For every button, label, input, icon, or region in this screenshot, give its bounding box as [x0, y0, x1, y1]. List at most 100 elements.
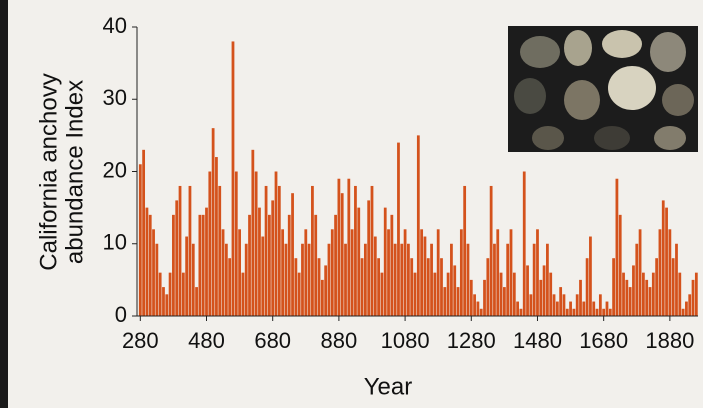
bar — [271, 200, 275, 316]
bar — [218, 185, 222, 316]
bar — [251, 149, 255, 316]
bar — [641, 272, 645, 316]
bar — [456, 287, 460, 316]
bar — [360, 258, 364, 316]
bar — [228, 258, 232, 316]
bar — [605, 301, 609, 316]
bar — [516, 301, 520, 316]
bar — [668, 229, 672, 316]
bar — [208, 171, 212, 316]
x-tick-label: 280 — [122, 328, 159, 353]
y-tick-label: 20 — [103, 157, 127, 182]
bar — [450, 243, 453, 316]
bar — [539, 279, 543, 316]
x-tick-label: 480 — [188, 328, 225, 353]
bar — [632, 265, 635, 316]
bar — [635, 243, 639, 316]
bar — [685, 301, 688, 316]
x-tick-label: 1880 — [645, 328, 694, 353]
bar — [612, 258, 615, 316]
bar — [307, 243, 311, 316]
bar — [645, 279, 649, 316]
bar — [304, 229, 308, 316]
bar — [191, 243, 195, 316]
bar — [499, 272, 503, 316]
bar — [694, 272, 698, 316]
bar — [211, 128, 215, 316]
bar — [589, 236, 592, 316]
bar — [387, 229, 390, 316]
bar — [344, 243, 347, 316]
bar — [420, 229, 424, 316]
bar — [618, 214, 622, 316]
bar — [274, 171, 278, 316]
bar — [175, 200, 179, 316]
bar — [502, 287, 506, 316]
bar — [224, 243, 228, 316]
bar — [678, 272, 682, 316]
x-tick-label: 1280 — [447, 328, 496, 353]
bar — [529, 294, 533, 316]
bar — [238, 229, 241, 316]
bar — [397, 142, 400, 316]
bar — [608, 308, 612, 316]
bar — [622, 272, 625, 316]
x-tick-label: 1680 — [579, 328, 628, 353]
bar — [572, 308, 576, 316]
bar — [486, 258, 490, 316]
bar — [453, 265, 457, 316]
bar — [400, 243, 404, 316]
bar — [473, 294, 476, 316]
bar — [532, 243, 536, 316]
bar — [565, 308, 569, 316]
bar — [138, 164, 142, 316]
bar — [625, 279, 629, 316]
bar — [585, 258, 589, 316]
bar — [665, 207, 668, 316]
bar — [234, 171, 238, 316]
bar — [555, 301, 559, 316]
x-axis-label: Year — [364, 373, 413, 400]
bar — [370, 185, 374, 316]
bar — [281, 229, 285, 316]
bar — [142, 149, 146, 316]
bar — [334, 214, 337, 316]
bar — [337, 178, 341, 316]
bar — [185, 236, 189, 316]
bar — [373, 236, 377, 316]
bar — [324, 265, 328, 316]
bar — [410, 258, 414, 316]
bar — [562, 294, 566, 316]
bar — [158, 272, 162, 316]
bar — [430, 243, 433, 316]
bar — [152, 229, 155, 316]
bar — [658, 229, 662, 316]
bar — [291, 193, 294, 316]
bar — [509, 229, 513, 316]
bar — [466, 243, 470, 316]
bar — [446, 272, 450, 316]
bar — [390, 214, 394, 316]
bar — [294, 258, 298, 316]
bar — [198, 214, 202, 316]
bar — [231, 41, 235, 316]
bar — [519, 308, 523, 316]
bar — [393, 243, 397, 316]
bar — [327, 243, 331, 316]
bar — [671, 258, 675, 316]
bar — [287, 214, 291, 316]
bar — [317, 258, 321, 316]
bar — [691, 279, 695, 316]
bar — [469, 279, 473, 316]
bar — [675, 243, 678, 316]
bar — [221, 229, 225, 316]
bar — [403, 229, 407, 316]
bar — [162, 287, 165, 316]
bar — [483, 279, 486, 316]
bar — [357, 207, 361, 316]
bar — [407, 243, 410, 316]
x-tick-label: 1080 — [381, 328, 430, 353]
bar — [493, 243, 496, 316]
y-axis-label: abundance Index — [61, 80, 88, 264]
bar — [297, 272, 301, 316]
